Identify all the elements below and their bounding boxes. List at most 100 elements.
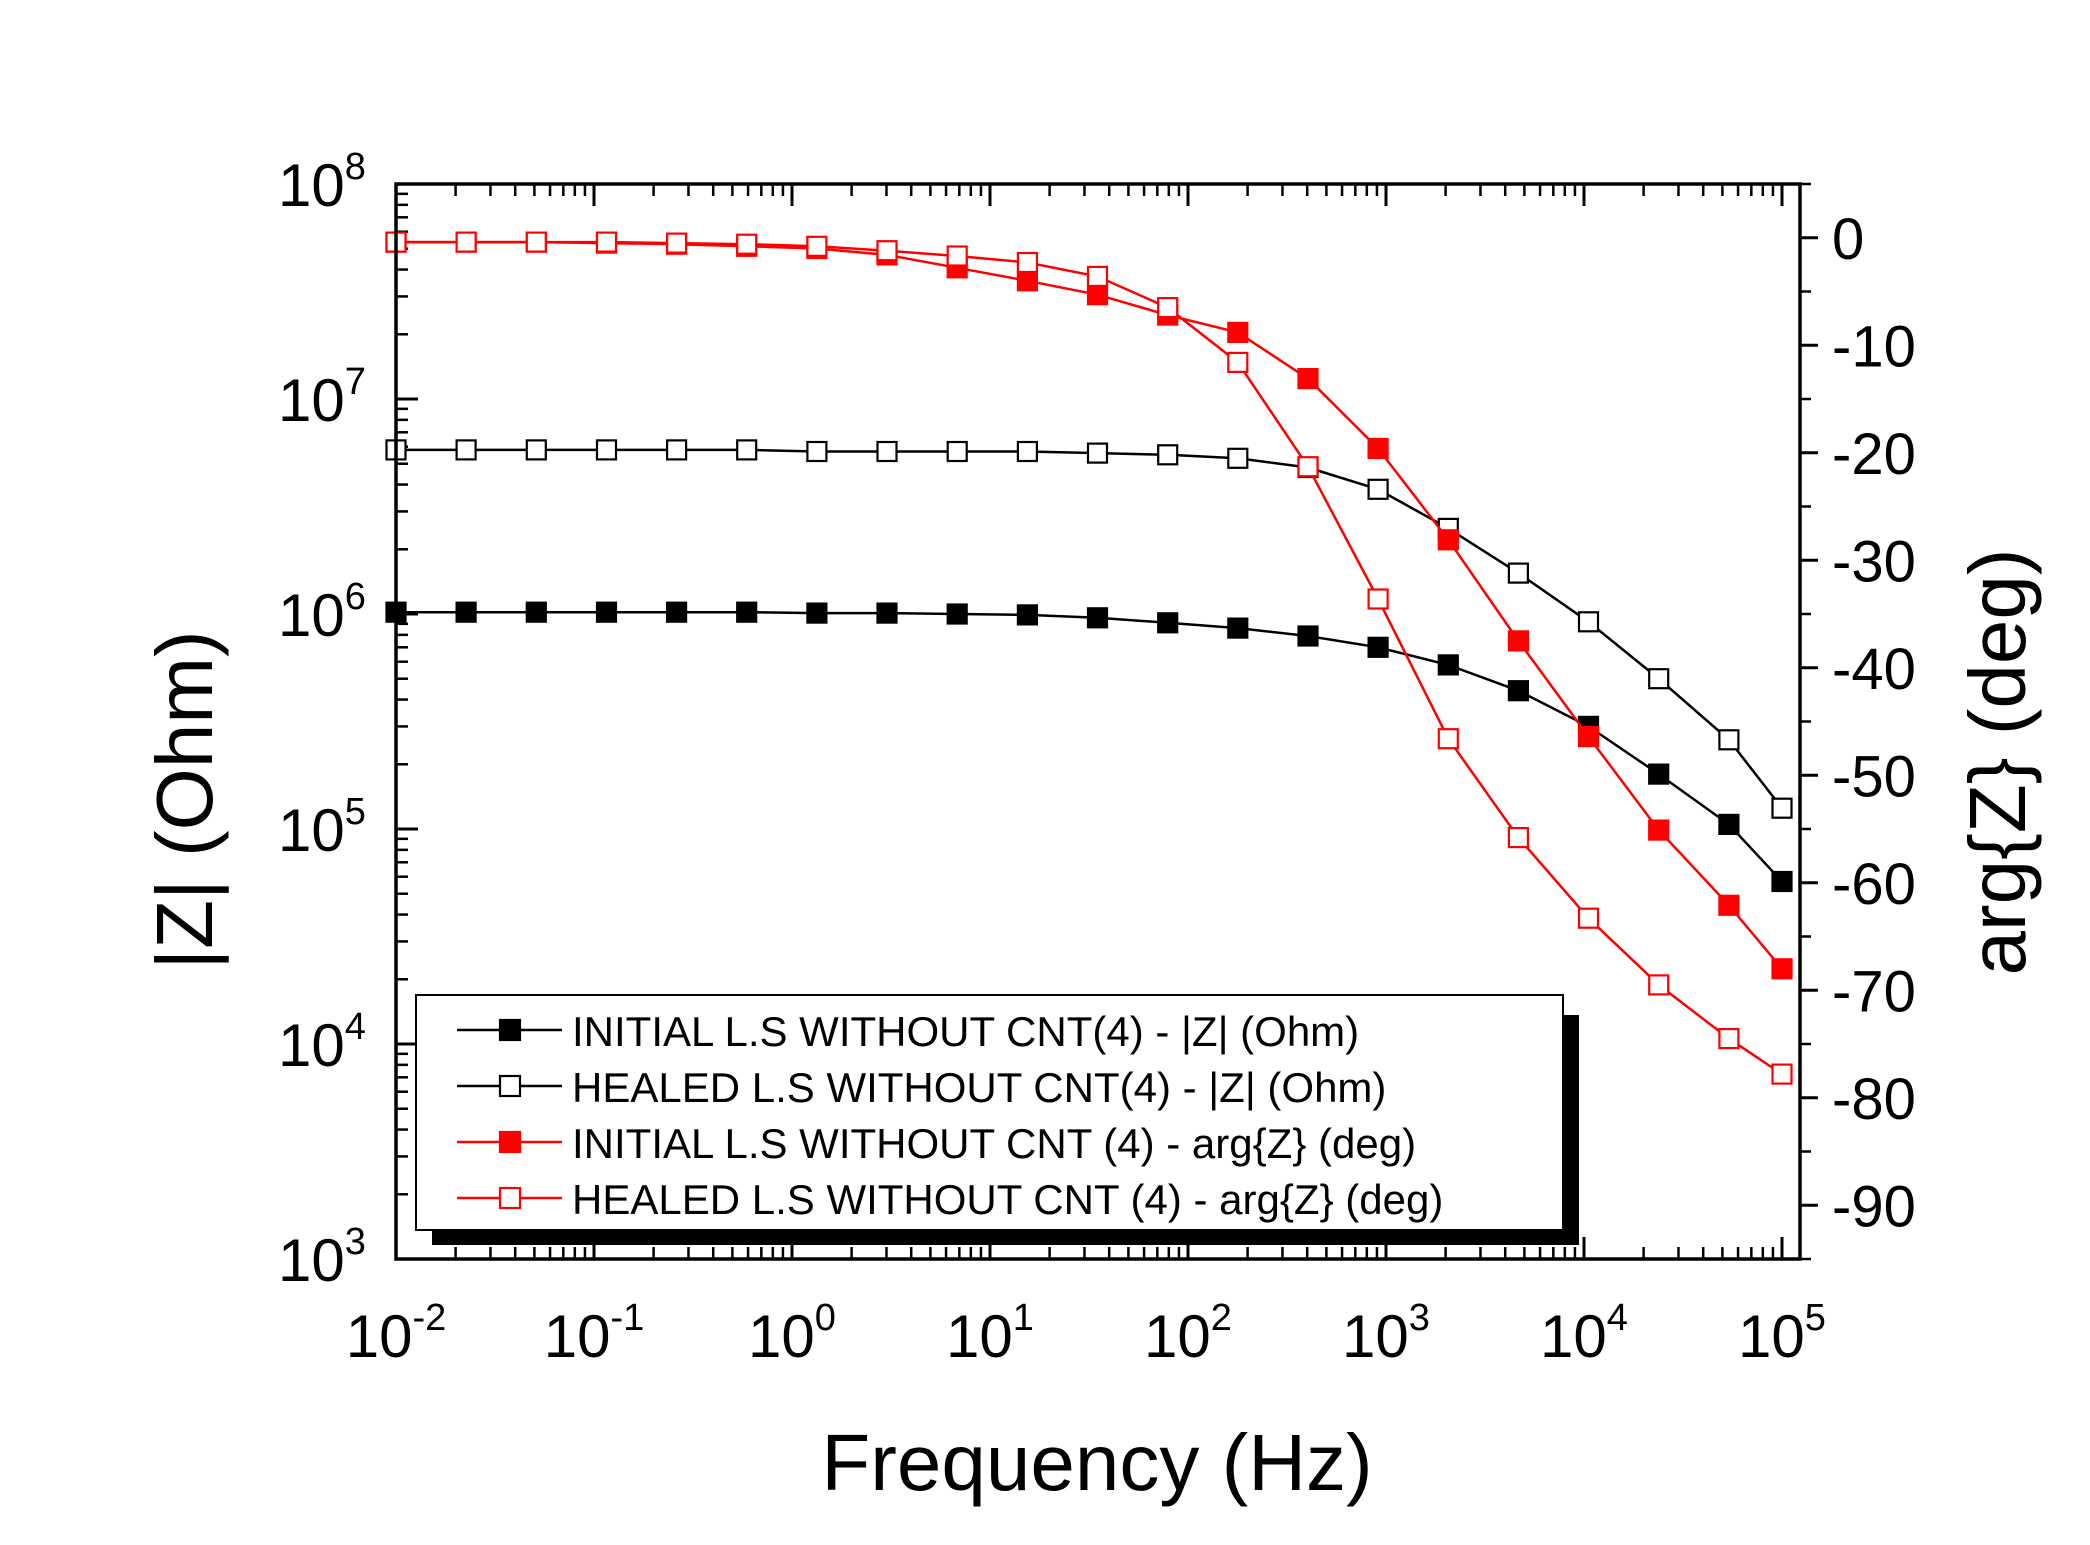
data-point-marker (595, 231, 618, 253)
y-right-tick-label: -60 (1832, 852, 1916, 917)
data-point-marker (1577, 725, 1600, 748)
data-point-marker (525, 439, 547, 461)
data-point-marker (876, 440, 898, 463)
x-tick-label: 104 (1540, 1297, 1628, 1370)
legend-label: HEALED L.S WITHOUT CNT (4) - arg{Z} (deg… (572, 1176, 1443, 1223)
data-point-marker (1086, 265, 1109, 287)
y-left-tick-label: 105 (278, 791, 366, 864)
data-point-marker (1437, 728, 1459, 750)
data-point-marker (1227, 447, 1249, 469)
data-point-marker (595, 439, 618, 461)
data-point-marker (525, 601, 547, 623)
data-point-marker (806, 602, 828, 624)
data-point-marker (1367, 588, 1389, 610)
y-left-axis-title: |Z| (Ohm) (140, 630, 229, 969)
data-point-marker (1086, 607, 1109, 629)
data-point-marker (1718, 813, 1740, 836)
data-point-marker (595, 601, 618, 623)
x-tick-label: 10-2 (346, 1297, 447, 1370)
legend-label: INITIAL L.S WITHOUT CNT (4) - arg{Z} (de… (572, 1120, 1416, 1167)
data-point-marker (946, 245, 968, 267)
data-point-marker (736, 439, 758, 461)
data-point-marker (1086, 284, 1109, 306)
data-point-marker (1771, 797, 1793, 819)
data-point-marker (1367, 636, 1389, 658)
y-right-tick-label: -80 (1832, 1067, 1916, 1132)
data-point-marker (1016, 440, 1039, 463)
data-point-marker (806, 440, 828, 463)
data-point-marker (665, 601, 688, 623)
data-point-marker (1507, 630, 1530, 652)
data-point-marker (1367, 437, 1389, 460)
y-right-tick-label: -50 (1832, 744, 1916, 809)
y-left-tick-label: 104 (278, 1006, 366, 1079)
series-4 (385, 231, 1793, 1085)
x-axis-title: Frequency (Hz) (821, 1418, 1372, 1507)
data-point-marker (1227, 617, 1249, 639)
data-point-marker (876, 240, 898, 262)
data-point-marker (1437, 529, 1459, 551)
y-right-tick-label: -40 (1832, 637, 1916, 702)
data-point-marker (1227, 321, 1249, 343)
data-point-marker (525, 231, 547, 253)
data-point-marker (1771, 870, 1793, 893)
legend-box (415, 994, 1564, 1231)
data-point-marker (1577, 907, 1600, 929)
data-point-marker (946, 440, 968, 463)
y-left-tick-label: 107 (278, 361, 366, 434)
legend-marker (498, 1018, 522, 1042)
series-2 (385, 439, 1793, 819)
y-left-tick-label: 106 (278, 576, 366, 649)
legend: INITIAL L.S WITHOUT CNT(4) - |Z| (Ohm) HE… (415, 994, 1579, 1245)
y-right-axis-title: arg{Z} (deg) (1953, 549, 2042, 976)
data-point-marker (1648, 819, 1670, 841)
x-tick-label: 102 (1144, 1297, 1232, 1370)
legend-marker (498, 1186, 522, 1210)
y-left-tick-label: 103 (278, 1221, 366, 1294)
data-point-marker (1297, 456, 1319, 478)
data-point-marker (1086, 442, 1109, 464)
data-point-marker (1157, 297, 1179, 319)
x-tick-label: 101 (946, 1297, 1034, 1370)
data-point-marker (1297, 368, 1319, 390)
plot-frame (394, 182, 1802, 1261)
legend-entries: INITIAL L.S WITHOUT CNT(4) - |Z| (Ohm) HE… (457, 1008, 1443, 1223)
legend-label: HEALED L.S WITHOUT CNT(4) - |Z| (Ohm) (572, 1064, 1386, 1111)
y-right-tick-label: -30 (1832, 529, 1916, 594)
y-right-tick-label: -20 (1832, 422, 1916, 487)
data-point-marker (455, 439, 477, 461)
data-point-marker (1648, 668, 1670, 690)
y-right-tick-label: -70 (1832, 959, 1916, 1024)
x-tick-label: 103 (1342, 1297, 1430, 1370)
data-point-marker (1297, 625, 1319, 647)
x-tick-label: 10-1 (544, 1297, 645, 1370)
legend-label: INITIAL L.S WITHOUT CNT(4) - |Z| (Ohm) (572, 1008, 1359, 1055)
y-left-tick-label: 108 (278, 146, 366, 219)
data-point-marker (1367, 478, 1389, 500)
y-right-tick-label: 0 (1832, 207, 1864, 272)
data-point-marker (665, 232, 688, 254)
data-point-marker (946, 603, 968, 625)
data-point-marker (1771, 1063, 1793, 1085)
data-point-marker (876, 602, 898, 624)
data-point-marker (1157, 612, 1179, 634)
data-point-marker (1507, 826, 1530, 849)
x-tick-label: 100 (748, 1297, 836, 1370)
axis-ticks (394, 182, 1818, 1261)
data-series (385, 231, 1793, 1085)
data-point-marker (1227, 351, 1249, 373)
data-point-marker (1507, 562, 1530, 584)
data-point-marker (1648, 763, 1670, 785)
data-point-marker (1718, 894, 1740, 916)
data-point-marker (1648, 974, 1670, 996)
data-point-marker (1157, 444, 1179, 466)
x-tick-label: 105 (1738, 1297, 1826, 1370)
legend-marker (498, 1074, 522, 1098)
data-point-marker (736, 233, 758, 255)
data-point-marker (1718, 729, 1740, 751)
data-point-marker (1577, 611, 1600, 633)
data-point-marker (455, 231, 477, 253)
data-point-marker (455, 601, 477, 623)
